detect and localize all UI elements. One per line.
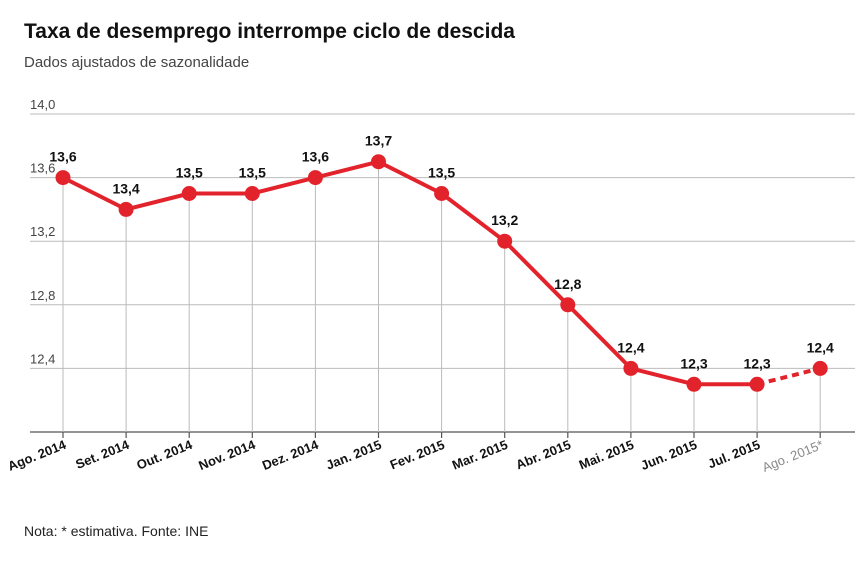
y-tick-label: 13,6 xyxy=(30,161,55,176)
data-point xyxy=(118,201,134,217)
data-label: 13,6 xyxy=(49,149,76,165)
data-label: 12,3 xyxy=(743,355,770,371)
x-tick-label: Mar. 2015 xyxy=(450,437,510,473)
y-tick-label: 13,2 xyxy=(30,224,55,239)
estimate-line xyxy=(756,366,821,387)
y-tick-label: 12,8 xyxy=(30,288,55,303)
chart-title: Taxa de desemprego interrompe ciclo de d… xyxy=(24,20,515,43)
data-point xyxy=(307,170,323,186)
data-point xyxy=(55,170,71,186)
data-label: 13,4 xyxy=(112,180,139,196)
data-point xyxy=(244,186,260,201)
data-point xyxy=(749,376,765,392)
x-tick-label: Ago. 2014 xyxy=(6,437,69,474)
data-label: 12,3 xyxy=(680,355,707,371)
data-label: 12,4 xyxy=(807,339,834,355)
data-point xyxy=(812,360,828,376)
y-tick-label: 14,0 xyxy=(30,97,55,112)
x-tick-label: Set. 2014 xyxy=(73,437,132,472)
data-label: 13,6 xyxy=(302,149,329,165)
chart-subtitle: Dados ajustados de sazonalidade xyxy=(24,54,250,71)
data-point xyxy=(371,154,386,170)
data-point xyxy=(560,297,576,313)
data-point xyxy=(181,186,197,201)
x-tick-label: Jun. 2015 xyxy=(639,437,700,473)
x-tick-label: Jan. 2015 xyxy=(324,437,384,473)
x-tick-label: Abr. 2015 xyxy=(514,437,573,473)
y-tick-label: 12,4 xyxy=(30,351,55,366)
data-label: 13,5 xyxy=(176,165,203,181)
x-tick-label: Jul. 2015 xyxy=(706,437,763,471)
data-label: 13,2 xyxy=(491,212,518,228)
data-point xyxy=(497,233,513,249)
data-label: 12,4 xyxy=(617,339,644,355)
x-tick-label: Fev. 2015 xyxy=(388,437,447,472)
data-label: 13,5 xyxy=(239,165,266,181)
data-label: 12,8 xyxy=(554,276,581,292)
data-point xyxy=(623,360,639,376)
x-tick-label: Nov. 2014 xyxy=(196,437,258,474)
data-label: 13,5 xyxy=(428,165,455,181)
data-point xyxy=(434,186,450,201)
series-line xyxy=(61,159,760,387)
x-tick-label: Dez. 2014 xyxy=(260,437,321,473)
x-tick-label: Mai. 2015 xyxy=(577,437,636,473)
data-label: 13,7 xyxy=(365,133,392,149)
x-tick-label: Out. 2014 xyxy=(134,437,195,473)
data-point xyxy=(686,376,702,392)
source-note: Nota: * estimativa. Fonte: INE xyxy=(24,523,209,539)
x-tick-label: Ago. 2015* xyxy=(760,437,825,475)
